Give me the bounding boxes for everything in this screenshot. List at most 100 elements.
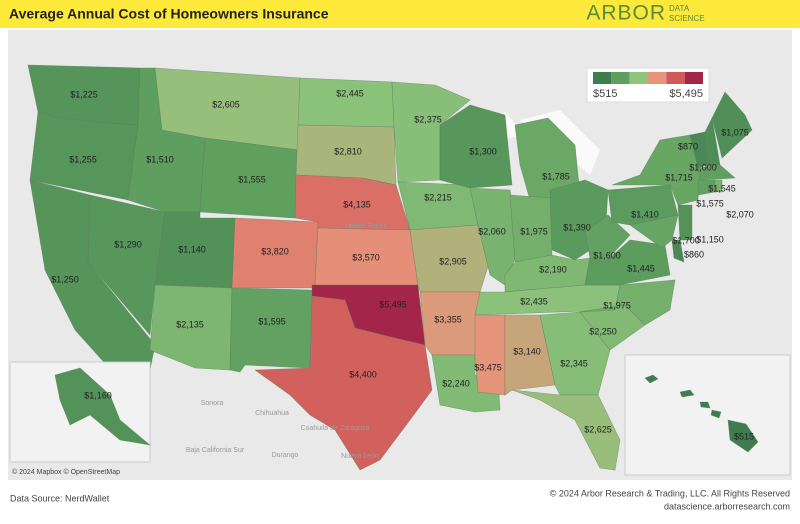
value-label: Durango [272,452,299,459]
value-label: $515 [734,431,754,441]
value-label: $1,290 [114,239,142,249]
value-label: $2,435 [520,296,548,306]
legend-swatch [648,72,667,84]
value-label: $1,225 [70,89,98,99]
legend-min: $515 [593,88,617,100]
value-label: United States [345,223,388,230]
value-label: $1,700 [672,235,700,245]
geo-labels: United States Sonora Chihuahua Coahuila … [186,223,388,460]
state [644,374,759,453]
legend-swatch [611,72,630,84]
value-label: $2,905 [439,256,467,266]
value-label: Chihuahua [255,410,289,417]
state [677,204,693,241]
value-label: $2,215 [424,192,452,202]
state [714,179,723,193]
legend-swatch [666,72,685,84]
value-label: Coahuila de Zaragoza [301,425,370,432]
value-label: Sonora [201,400,224,407]
value-label: $1,150 [696,234,724,244]
value-label: $1,250 [51,274,79,284]
value-label: $1,545 [708,183,736,193]
copyright: © 2024 Arbor Research & Trading, LLC. Al… [550,488,790,498]
value-label: $2,345 [560,358,588,368]
value-label: $1,390 [563,222,591,232]
state [54,367,152,446]
value-label: $1,555 [238,174,266,184]
state [87,194,166,336]
value-label: $3,140 [513,346,541,356]
value-label: $1,000 [689,162,717,172]
brand-sub: DATA [669,4,690,13]
value-label: $1,975 [520,226,548,236]
state [697,164,736,181]
value-label: $1,975 [603,300,631,310]
value-label: $1,785 [542,171,570,181]
header-bar [0,0,800,28]
value-label: $2,605 [212,99,240,109]
value-label: $1,075 [721,127,749,137]
value-label: $1,255 [69,154,97,164]
value-label: $2,190 [539,264,567,274]
state [254,295,433,471]
state [397,181,479,231]
legend-max: $5,495 [669,88,703,100]
value-label: $2,250 [589,326,617,336]
state [297,77,395,128]
value-label: $4,400 [349,369,377,379]
state [584,239,671,286]
value-label: $1,140 [178,244,206,254]
state [579,279,676,326]
value-label: $3,820 [261,246,289,256]
state [584,214,631,263]
value-label: $3,475 [474,362,502,372]
legend-swatch [593,72,612,84]
state [511,389,621,471]
legend-swatch [684,72,703,84]
state [439,104,513,189]
hawaii-inset [624,354,791,476]
value-label: $1,160 [84,390,112,400]
title: Average Annual Cost of Homeowners Insura… [9,6,329,22]
brand: ARBOR [586,2,666,25]
state [711,91,753,159]
value-label: $1,410 [631,209,659,219]
value-label: $3,570 [352,252,380,262]
value-label: Baja California Sur [186,447,245,454]
data-source: Data Source: NerdWallet [10,493,110,503]
states [9,64,791,476]
site-url: datascience.arborresearch.com [664,501,790,511]
value-label: $1,575 [696,198,724,208]
value-label: $2,810 [334,146,362,156]
value-label: $2,375 [414,114,442,124]
value-label: $4,135 [343,199,371,209]
state [474,314,506,396]
value-label: $5,495 [379,299,407,309]
value-label: $3,355 [434,314,462,324]
state [149,284,233,371]
value-label: $870 [678,141,698,151]
value-label: $1,510 [146,154,174,164]
attribution: © 2024 Mapbox © OpenStreetMap [12,468,120,476]
value-label: $2,070 [726,209,754,219]
value-label: $2,240 [442,378,470,388]
legend-swatch [629,72,648,84]
state [504,314,556,396]
legend: $515 $5,495 [586,67,710,103]
value-label: Nuevo León [341,453,379,460]
value-label: $1,300 [469,146,497,156]
state-labels: $1,225 $1,255 $1,250 $1,290 $1,510 $2,60… [51,88,754,441]
value-label: $1,445 [627,263,655,273]
brand-sub: SCIENCE [669,14,705,23]
state [229,287,313,373]
value-label: $2,060 [478,226,506,236]
value-label: $2,625 [584,424,612,434]
value-label: $2,445 [336,88,364,98]
value-label: $2,135 [176,319,204,329]
value-label: $1,715 [665,172,693,182]
value-label: $860 [684,249,704,259]
value-label: $1,595 [258,316,286,326]
state [671,239,685,263]
value-label: $1,600 [593,250,621,260]
